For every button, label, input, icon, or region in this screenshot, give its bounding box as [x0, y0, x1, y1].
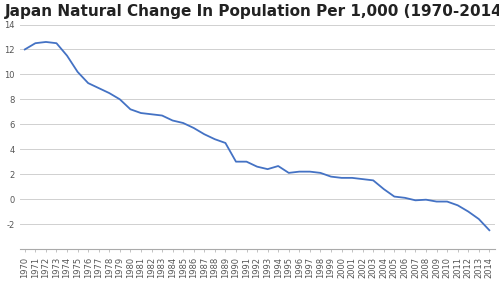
Title: Japan Natural Change In Population Per 1,000 (1970-2014): Japan Natural Change In Population Per 1… — [5, 4, 499, 19]
